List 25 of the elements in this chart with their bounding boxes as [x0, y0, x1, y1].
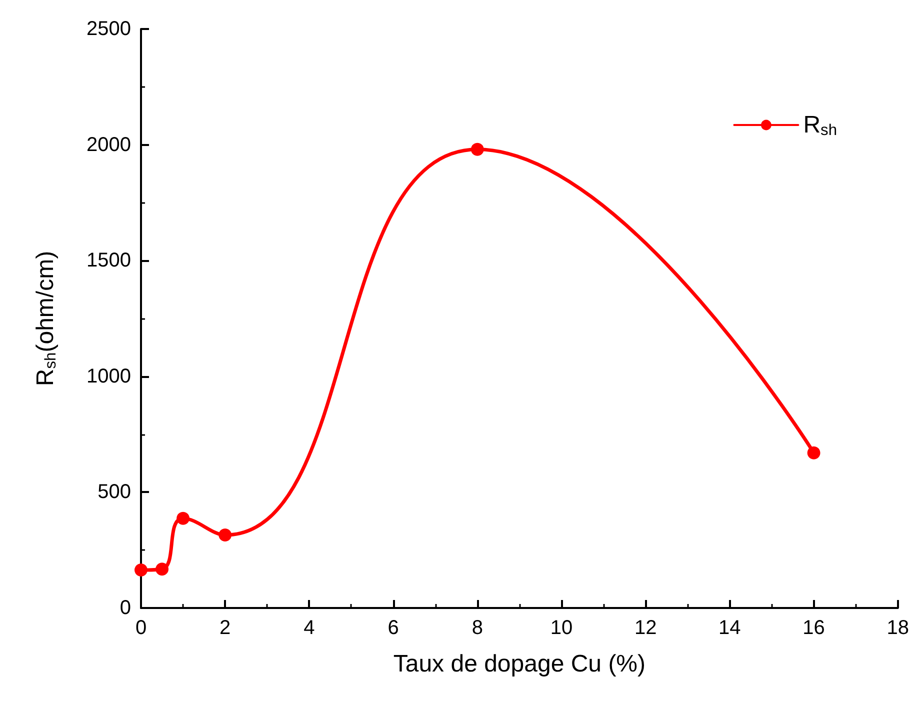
- x-tick-label: 10: [550, 617, 573, 639]
- point: [156, 562, 169, 576]
- x-tick-label: 16: [802, 617, 825, 639]
- x-tick-label: 12: [634, 617, 657, 639]
- y-tick-label: 1500: [86, 250, 131, 272]
- y-tick-label: 2000: [86, 134, 131, 156]
- x-tick-label: 2: [220, 617, 231, 639]
- x-tick-label: 18: [886, 617, 909, 639]
- y-axis-title: Rsh(ohm/cm): [32, 250, 60, 386]
- y-tick-label: 0: [120, 597, 131, 619]
- y-tick-label: 1000: [86, 365, 131, 388]
- x-tick-label: 14: [718, 617, 741, 639]
- point: [176, 512, 190, 525]
- y-tick-label: 500: [98, 481, 131, 504]
- point: [470, 142, 484, 156]
- x-tick-label: 4: [304, 617, 315, 639]
- point: [218, 528, 232, 542]
- x-tick-label: 6: [388, 617, 399, 639]
- point: [134, 564, 148, 577]
- x-tick-label: 8: [472, 617, 483, 639]
- legend-label: Rsh: [803, 112, 838, 139]
- x-tick-label: 0: [135, 617, 147, 639]
- x-axis-title: Taux de dopage Cu (%): [393, 650, 646, 678]
- y-tick-label: 2500: [86, 18, 131, 40]
- point: [807, 446, 820, 460]
